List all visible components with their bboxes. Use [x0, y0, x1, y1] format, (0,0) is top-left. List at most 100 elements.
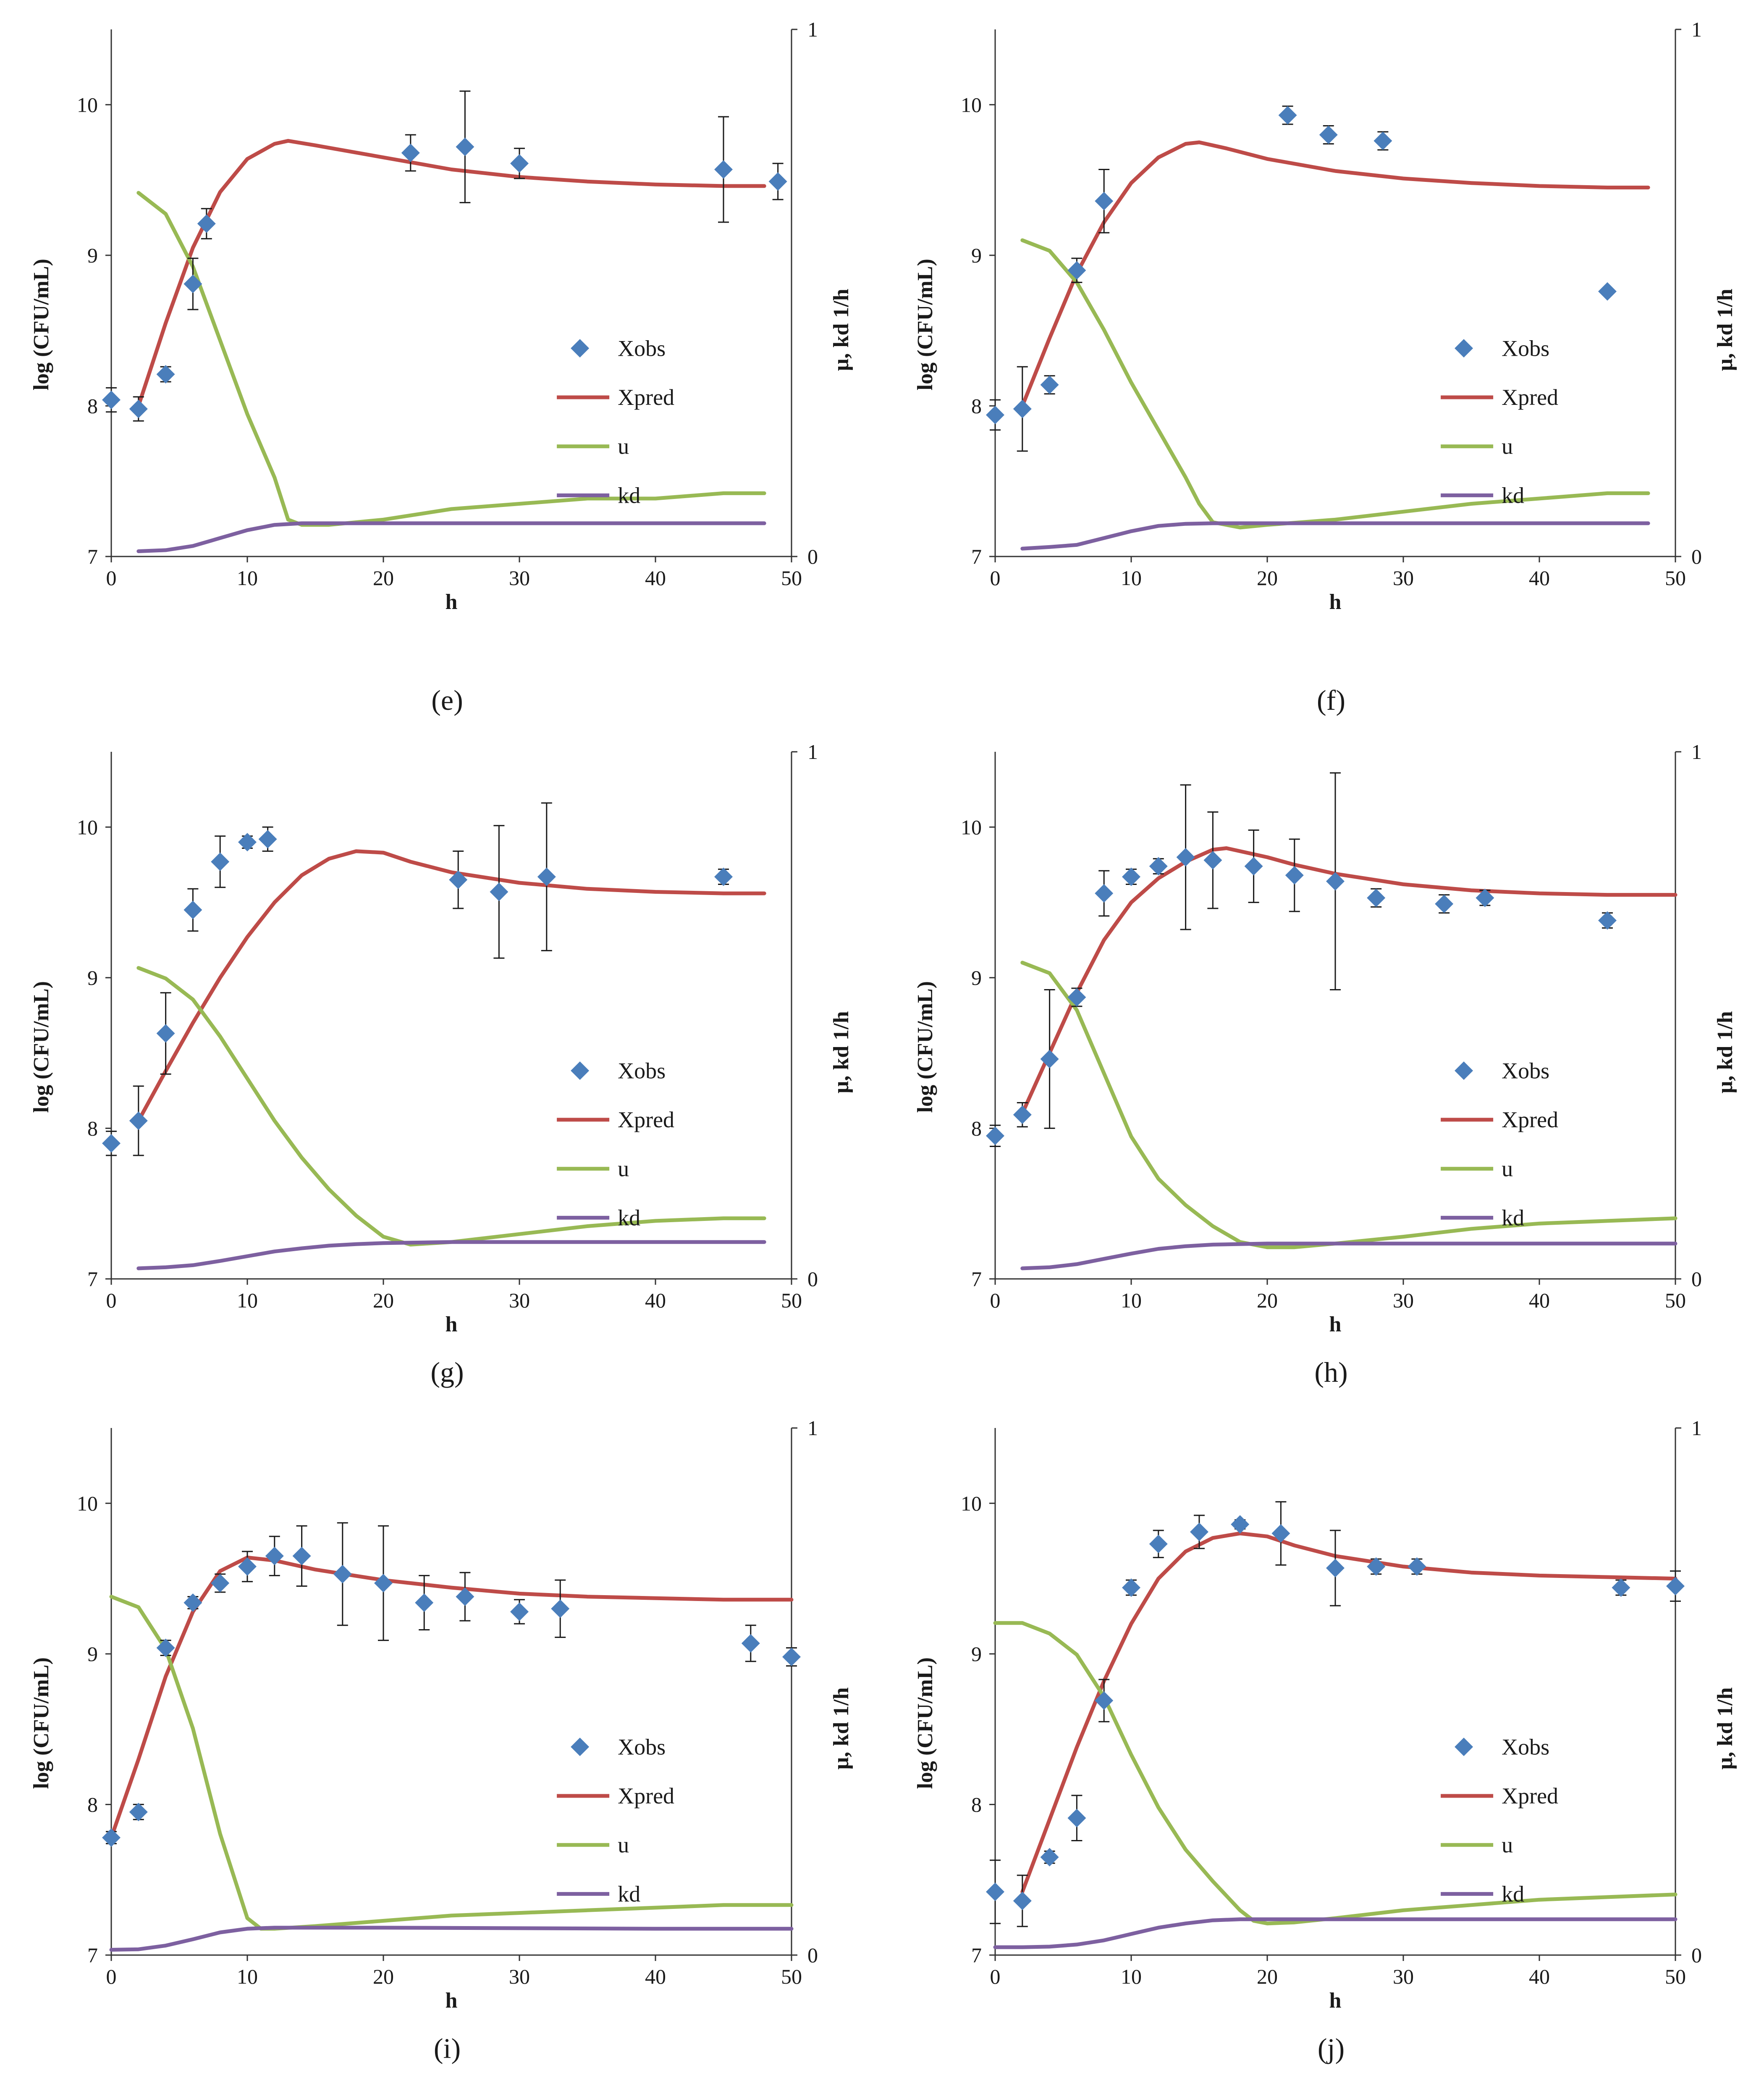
- legend-label-u: u: [1502, 434, 1513, 459]
- legend-label-xobs: Xobs: [1502, 336, 1549, 361]
- x-tick-label: 40: [1529, 566, 1550, 590]
- legend-label-xobs: Xobs: [618, 336, 666, 361]
- x-axis-title: h: [1329, 1312, 1342, 1336]
- y-tick-label: 8: [87, 394, 98, 417]
- x-tick-label: 10: [1121, 566, 1142, 590]
- xobs-point: [129, 399, 148, 418]
- x-tick-label: 30: [1393, 1965, 1414, 1988]
- xobs-point: [211, 1574, 230, 1593]
- legend-marker-xobs: [571, 339, 590, 358]
- y-axis-title: log (CFU/mL): [913, 259, 937, 390]
- xobs-point: [551, 1599, 570, 1618]
- xobs-point: [1231, 1515, 1250, 1534]
- xobs-point: [1040, 375, 1059, 394]
- y-tick-label: 8: [87, 1793, 98, 1816]
- xobs-point: [197, 214, 216, 233]
- xobs-point: [211, 852, 230, 871]
- x-tick-label: 40: [645, 566, 666, 590]
- y-tick-label: 10: [77, 1491, 98, 1515]
- xobs-point: [1612, 1578, 1630, 1597]
- xobs-point: [1326, 1559, 1345, 1578]
- xobs-point: [1176, 848, 1195, 866]
- panel-g: 0 10 20 30 40 50 7 8 9 10 0 1 h log (CFU/mL) μ, kd 1/h…: [29, 740, 853, 1388]
- y-tick-label: 8: [971, 1793, 982, 1816]
- x-tick-label: 0: [106, 566, 117, 590]
- legend-label-kd: kd: [618, 1881, 640, 1906]
- xobs-point: [265, 1546, 284, 1565]
- legend-marker-xobs: [1455, 1738, 1473, 1756]
- y-tick-label: 10: [961, 815, 982, 839]
- y2-axis-title: μ, kd 1/h: [1713, 1687, 1737, 1769]
- legend-label-u: u: [1502, 1832, 1513, 1858]
- y2-tick-label: 0: [1691, 1267, 1702, 1291]
- xobs-point: [537, 867, 556, 886]
- y2-tick-label: 0: [807, 545, 818, 568]
- legend-label-xpred: Xpred: [1502, 1783, 1558, 1809]
- panel-label: (j): [1318, 2032, 1345, 2064]
- xobs-point: [741, 1634, 760, 1653]
- x-tick-label: 30: [509, 566, 530, 590]
- y2-tick-label: 1: [807, 1416, 818, 1440]
- legend-label-u: u: [618, 434, 629, 459]
- xobs-point: [156, 1024, 175, 1043]
- y-tick-label: 7: [971, 1267, 982, 1291]
- y-axis-title: log (CFU/mL): [913, 981, 937, 1113]
- xobs-point: [1203, 851, 1222, 870]
- legend-label-kd: kd: [1502, 483, 1524, 508]
- y-tick-label: 10: [961, 1491, 982, 1515]
- xobs-point: [1476, 888, 1494, 907]
- xobs-point: [401, 144, 420, 163]
- y2-tick-label: 0: [1691, 1943, 1702, 1967]
- xobs-point: [1122, 867, 1140, 886]
- x-tick-label: 10: [1121, 1965, 1142, 1988]
- series-line-xpred: [1020, 1531, 1678, 1894]
- xobs-point: [1666, 1577, 1685, 1596]
- y2-tick-label: 1: [1691, 1416, 1702, 1440]
- xobs-point: [292, 1546, 311, 1565]
- legend-marker-xobs: [571, 1738, 590, 1756]
- x-tick-label: 50: [781, 566, 802, 590]
- x-tick-label: 30: [1393, 566, 1414, 590]
- legend-label-kd: kd: [618, 483, 640, 508]
- x-tick-label: 40: [645, 1965, 666, 1988]
- y-tick-label: 8: [87, 1116, 98, 1140]
- y2-axis-title: μ, kd 1/h: [829, 1011, 853, 1093]
- legend-label-xpred: Xpred: [618, 1107, 674, 1132]
- y-tick-label: 10: [961, 93, 982, 116]
- xobs-point: [1013, 1891, 1032, 1910]
- series-line-u: [136, 966, 766, 1247]
- xobs-point: [782, 1648, 801, 1667]
- xobs-point: [1040, 1050, 1059, 1068]
- x-tick-label: 50: [1665, 1965, 1686, 1988]
- x-axis-title: h: [446, 590, 458, 614]
- xobs-point: [1095, 192, 1114, 210]
- legend-label-u: u: [618, 1832, 629, 1858]
- x-tick-label: 30: [509, 1965, 530, 1988]
- xobs-point: [183, 900, 202, 919]
- series-line-kd: [136, 521, 766, 553]
- xobs-point: [510, 1602, 529, 1621]
- x-tick-label: 30: [509, 1289, 530, 1312]
- x-tick-label: 50: [781, 1965, 802, 1988]
- x-axis-title: h: [446, 1989, 458, 2013]
- xobs-point: [156, 365, 175, 384]
- legend-label-kd: kd: [618, 1205, 640, 1230]
- xobs-point: [1095, 1691, 1114, 1710]
- x-tick-label: 20: [373, 1965, 394, 1988]
- xobs-point: [374, 1574, 393, 1593]
- y-tick-label: 7: [87, 1943, 98, 1967]
- x-tick-label: 50: [781, 1289, 802, 1312]
- xobs-point: [1598, 282, 1617, 301]
- y-axis-title: log (CFU/mL): [29, 259, 53, 390]
- y2-tick-label: 1: [807, 18, 818, 41]
- x-tick-label: 40: [645, 1289, 666, 1312]
- y-tick-label: 9: [971, 1642, 982, 1666]
- xobs-point: [490, 882, 508, 901]
- series-line-u: [1020, 961, 1678, 1249]
- y2-tick-label: 0: [807, 1267, 818, 1291]
- y-tick-label: 9: [87, 244, 98, 267]
- xobs-point: [1067, 261, 1086, 280]
- x-tick-label: 0: [990, 1965, 1001, 1988]
- xobs-point: [1271, 1524, 1290, 1543]
- xobs-point: [1244, 857, 1263, 876]
